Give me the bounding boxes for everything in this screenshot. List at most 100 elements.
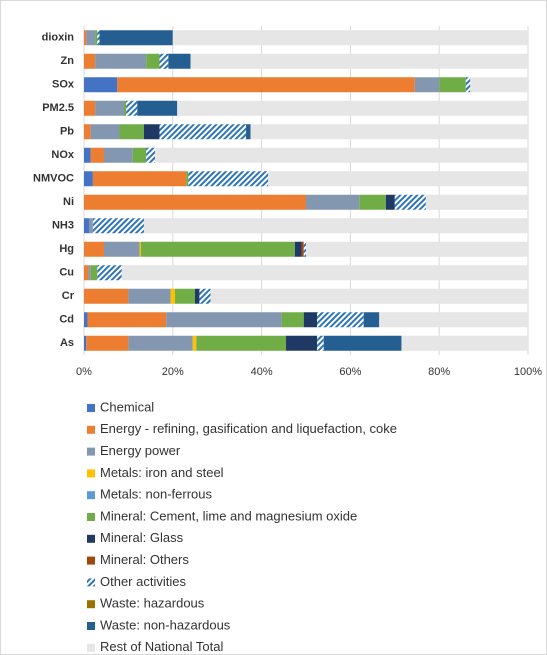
bar-segment	[170, 288, 176, 304]
bar-segment	[306, 241, 528, 257]
bar-segment	[394, 194, 426, 210]
y-tick-label: Cd	[59, 314, 74, 326]
bar-segment	[379, 312, 528, 328]
bar-segment	[465, 77, 471, 93]
bar-segment	[89, 218, 93, 234]
x-tick-label: 40%	[251, 366, 273, 378]
legend-label: Metals: iron and steel	[100, 465, 224, 480]
bar-segment	[281, 312, 304, 328]
bar-segment	[86, 335, 129, 351]
legend-label: Metals: non-ferrous	[100, 487, 212, 502]
legend-swatch	[87, 425, 95, 434]
y-tick-label: Hg	[59, 243, 74, 255]
bar-segment	[385, 194, 395, 210]
bar-segment	[175, 288, 195, 304]
bar-segment	[155, 147, 529, 163]
bar-segment	[195, 288, 200, 304]
bar-segment	[119, 124, 144, 140]
bar-segment	[84, 312, 88, 328]
bar-segment	[286, 335, 318, 351]
bar-segment	[84, 100, 96, 116]
bar-segment	[128, 288, 171, 304]
bar-segment	[317, 335, 324, 351]
y-tick-label: NMVOC	[33, 173, 74, 185]
bar-segment	[95, 100, 124, 116]
legend-swatch	[87, 600, 95, 609]
y-tick-label: dioxin	[42, 32, 75, 44]
bar-segment	[84, 218, 90, 234]
bar-segment	[90, 265, 98, 281]
bar-segment	[414, 77, 440, 93]
bar-segment	[177, 100, 529, 116]
bar-segment	[143, 218, 528, 234]
y-tick-label: Cr	[62, 290, 75, 302]
legend-label: Chemical	[100, 399, 154, 414]
bar-segment	[470, 77, 528, 93]
bar-segment	[359, 194, 386, 210]
bar-segment	[90, 124, 120, 140]
x-tick-label: 20%	[162, 366, 184, 378]
bar-segment	[121, 265, 529, 281]
bar-segment	[188, 171, 269, 187]
bar-segment	[246, 124, 251, 140]
bar-segment	[168, 53, 191, 69]
bar-segment	[88, 265, 91, 281]
bar-segment	[199, 288, 211, 304]
bar-segment	[196, 335, 287, 351]
bar-segment	[166, 312, 282, 328]
bar-segment	[143, 124, 160, 140]
bar-segment	[117, 77, 415, 93]
bar-segment	[303, 241, 306, 257]
legend-swatch	[87, 643, 95, 652]
legend-swatch	[87, 556, 95, 565]
bar-segment	[84, 171, 93, 187]
bar-segment	[103, 241, 140, 257]
legend-label: Other activities	[100, 574, 186, 589]
legend-label: Mineral: Others	[100, 552, 189, 567]
bar-segment	[146, 147, 156, 163]
legend-label: Rest of National Total	[100, 639, 223, 654]
bar-segment	[439, 77, 466, 93]
legend-label: Mineral: Glass	[100, 530, 184, 545]
y-tick-label: Cu	[59, 267, 74, 279]
bar-segment	[84, 77, 118, 93]
bar-segment	[84, 335, 87, 351]
bar-segment	[186, 171, 189, 187]
bar-segment	[84, 288, 129, 304]
bar-segment	[128, 335, 193, 351]
y-tick-label: NH3	[52, 220, 74, 232]
legend-swatch	[87, 578, 95, 587]
legend-label: Energy power	[100, 443, 181, 458]
y-tick-label: Zn	[61, 55, 75, 67]
bar-segment	[132, 147, 147, 163]
bar-segment	[294, 241, 302, 257]
x-tick-label: 80%	[428, 366, 450, 378]
bar-segment	[172, 30, 529, 46]
bar-segment	[146, 53, 160, 69]
bar-segment	[84, 147, 91, 163]
bar-segment	[363, 312, 380, 328]
legend-swatch	[87, 491, 95, 500]
bar-segment	[90, 147, 104, 163]
legend-label: Mineral: Cement, lime and magnesium oxid…	[100, 508, 357, 523]
y-tick-label: Pb	[60, 126, 74, 138]
legend-swatch	[87, 513, 95, 521]
bar-segment	[95, 30, 98, 46]
bar-segment	[123, 100, 127, 116]
bar-segment	[268, 171, 528, 187]
bar-segment	[99, 30, 173, 46]
x-tick-label: 100%	[514, 366, 542, 378]
bar-segment	[92, 218, 144, 234]
bar-segment	[190, 53, 528, 69]
bar-segment	[86, 30, 96, 46]
bar-segment	[103, 147, 133, 163]
bar-segment	[139, 241, 141, 257]
bar-segment	[317, 312, 364, 328]
legend-swatch	[87, 622, 95, 630]
bar-segment	[84, 194, 306, 210]
legend-label: Energy - refining, gasification and liqu…	[100, 421, 397, 436]
bar-segment	[137, 100, 178, 116]
bar-segment	[301, 241, 304, 257]
